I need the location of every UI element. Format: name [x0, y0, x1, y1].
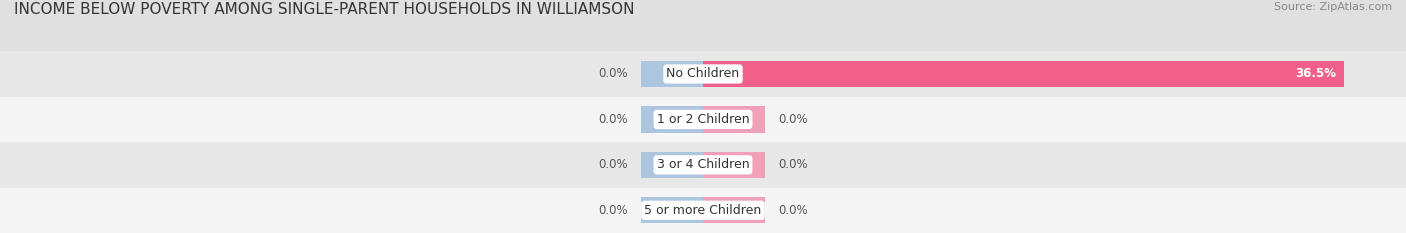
Bar [641, 152, 703, 178]
Text: 0.0%: 0.0% [779, 204, 808, 217]
Bar [641, 61, 703, 87]
Bar [641, 197, 703, 223]
Bar [0, 188, 1406, 233]
Text: 0.0%: 0.0% [598, 113, 627, 126]
Bar [0, 97, 1406, 142]
Bar [703, 106, 765, 133]
Text: 0.0%: 0.0% [779, 158, 808, 171]
Text: 0.0%: 0.0% [598, 158, 627, 171]
Text: 5 or more Children: 5 or more Children [644, 204, 762, 217]
Bar [0, 142, 1406, 188]
Bar [0, 51, 1406, 97]
Text: No Children: No Children [666, 68, 740, 80]
Bar [703, 152, 765, 178]
Bar [641, 106, 703, 133]
Text: 0.0%: 0.0% [779, 113, 808, 126]
Bar [703, 61, 1344, 87]
Bar [703, 197, 765, 223]
Text: 3 or 4 Children: 3 or 4 Children [657, 158, 749, 171]
Text: 0.0%: 0.0% [598, 204, 627, 217]
Text: Source: ZipAtlas.com: Source: ZipAtlas.com [1274, 2, 1392, 12]
Text: 0.0%: 0.0% [598, 68, 627, 80]
Text: INCOME BELOW POVERTY AMONG SINGLE-PARENT HOUSEHOLDS IN WILLIAMSON: INCOME BELOW POVERTY AMONG SINGLE-PARENT… [14, 2, 634, 17]
Text: 36.5%: 36.5% [1295, 68, 1336, 80]
Text: 1 or 2 Children: 1 or 2 Children [657, 113, 749, 126]
